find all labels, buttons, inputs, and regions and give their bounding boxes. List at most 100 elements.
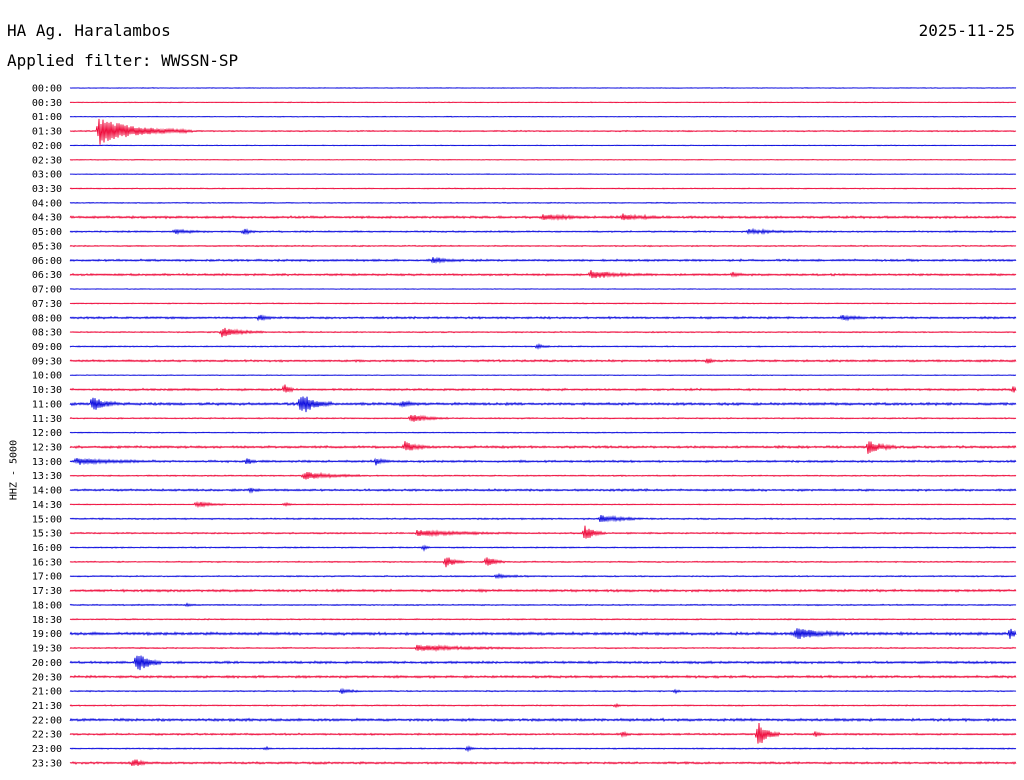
trace-row xyxy=(69,702,1017,709)
trace-row xyxy=(69,687,1017,695)
time-label: 18:00 xyxy=(32,600,62,611)
trace-row xyxy=(69,572,1017,580)
trace-row xyxy=(69,723,1017,744)
trace-row xyxy=(69,602,1017,608)
time-label: 11:30 xyxy=(32,414,62,425)
time-label: 13:00 xyxy=(32,457,62,468)
trace-row xyxy=(69,431,1017,434)
time-label: 18:30 xyxy=(32,615,62,626)
station-title: HA Ag. Haralambos xyxy=(7,21,171,40)
time-label: 21:30 xyxy=(32,701,62,712)
time-label: 22:30 xyxy=(32,730,62,741)
time-label: 00:30 xyxy=(32,98,62,109)
time-label: 05:30 xyxy=(32,241,62,252)
trace-row xyxy=(69,101,1017,104)
trace-row xyxy=(69,557,1017,568)
time-label: 05:00 xyxy=(32,227,62,238)
trace-row xyxy=(69,514,1017,523)
time-label: 17:30 xyxy=(32,586,62,597)
trace-row xyxy=(69,374,1017,377)
time-label: 12:30 xyxy=(32,443,62,454)
time-label: 19:00 xyxy=(32,629,62,640)
time-label: 09:30 xyxy=(32,356,62,367)
time-label: 03:00 xyxy=(32,170,62,181)
time-label: 02:00 xyxy=(32,141,62,152)
trace-row xyxy=(69,270,1017,279)
trace-row xyxy=(69,118,1017,145)
trace-row xyxy=(69,617,1017,621)
trace-row xyxy=(69,213,1017,221)
trace-row xyxy=(69,115,1017,118)
trace-row xyxy=(69,201,1017,205)
trace-row xyxy=(69,759,1017,766)
time-label: 04:30 xyxy=(32,213,62,224)
time-label: 01:00 xyxy=(32,112,62,123)
time-label: 00:00 xyxy=(32,84,62,95)
trace-row xyxy=(69,256,1017,264)
time-label: 15:00 xyxy=(32,514,62,525)
trace-row xyxy=(69,655,1017,671)
time-label: 14:00 xyxy=(32,486,62,497)
record-date: 2025-11-25 xyxy=(918,21,1015,40)
traces xyxy=(69,87,1017,766)
time-labels: 00:00 00:30 01:00 01:30 02:00 02:30 03:00 03:30… xyxy=(32,84,62,770)
time-label: 03:30 xyxy=(32,184,62,195)
time-label: 12:00 xyxy=(32,428,62,439)
trace-row xyxy=(69,544,1017,552)
trace-row xyxy=(69,396,1017,413)
time-label: 23:30 xyxy=(32,758,62,769)
time-label: 01:30 xyxy=(32,127,62,138)
time-label: 07:00 xyxy=(32,285,62,296)
time-label: 20:30 xyxy=(32,672,62,683)
time-label: 19:30 xyxy=(32,644,62,655)
trace-row xyxy=(69,227,1017,236)
trace-row xyxy=(69,357,1017,364)
trace-row xyxy=(69,187,1017,190)
time-label: 08:30 xyxy=(32,328,62,339)
time-label: 10:00 xyxy=(32,371,62,382)
trace-row xyxy=(69,500,1017,509)
trace-row xyxy=(69,87,1017,89)
time-label: 08:00 xyxy=(32,313,62,324)
time-label: 06:30 xyxy=(32,270,62,281)
time-label: 13:30 xyxy=(32,471,62,482)
trace-row xyxy=(69,302,1017,305)
trace-row xyxy=(69,487,1017,494)
time-label: 02:30 xyxy=(32,155,62,166)
time-label: 21:00 xyxy=(32,687,62,698)
time-label: 20:00 xyxy=(32,658,62,669)
trace-row xyxy=(69,414,1017,422)
trace-row xyxy=(69,441,1017,454)
time-label: 06:00 xyxy=(32,256,62,267)
time-label: 11:00 xyxy=(32,399,62,410)
trace-row xyxy=(69,384,1017,393)
time-label: 16:30 xyxy=(32,557,62,568)
trace-row xyxy=(69,314,1017,322)
trace-row xyxy=(69,288,1017,290)
trace-row xyxy=(69,158,1017,161)
trace-row xyxy=(69,674,1017,680)
time-label: 17:00 xyxy=(32,572,62,583)
trace-row xyxy=(69,457,1017,466)
time-label: 23:00 xyxy=(32,744,62,755)
time-label: 22:00 xyxy=(32,715,62,726)
time-label: 07:30 xyxy=(32,299,62,310)
time-label: 14:30 xyxy=(32,500,62,511)
trace-row xyxy=(69,471,1017,480)
trace-row xyxy=(69,745,1017,753)
trace-row xyxy=(69,717,1017,723)
trace-row xyxy=(69,644,1017,652)
time-label: 16:00 xyxy=(32,543,62,554)
trace-row xyxy=(69,588,1017,593)
time-label: 09:00 xyxy=(32,342,62,353)
trace-row xyxy=(69,173,1017,176)
trace-row xyxy=(69,525,1017,539)
trace-row xyxy=(69,244,1017,248)
trace-row xyxy=(69,327,1017,338)
time-label: 15:30 xyxy=(32,529,62,540)
filter-label: Applied filter: WWSSN-SP xyxy=(7,51,239,70)
trace-row xyxy=(69,144,1017,147)
time-label: 04:00 xyxy=(32,198,62,209)
trace-row xyxy=(69,628,1017,639)
